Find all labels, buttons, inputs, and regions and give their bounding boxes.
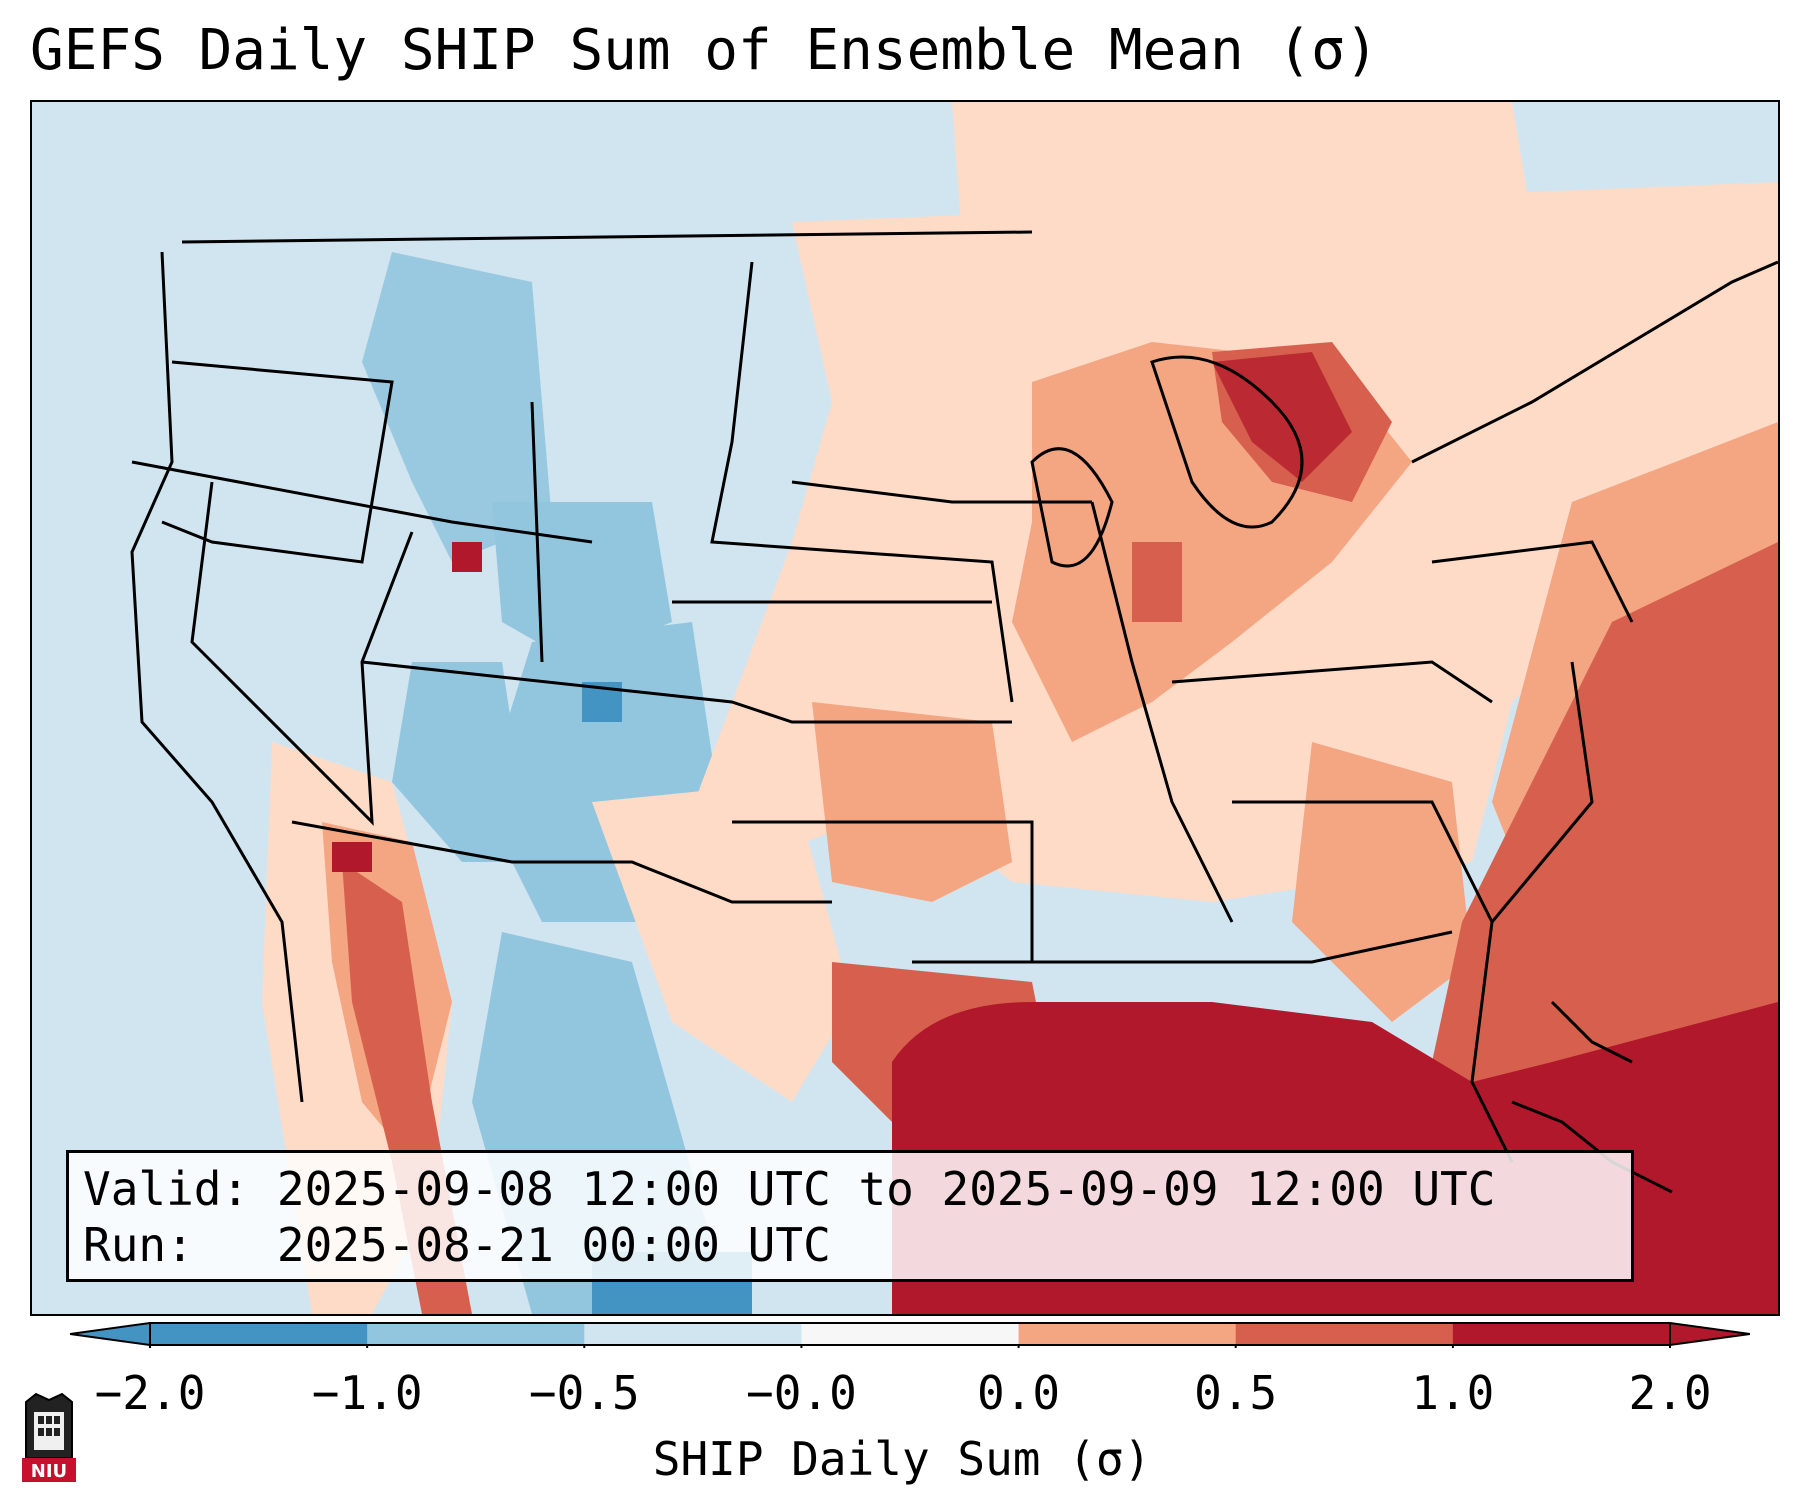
colorbar-segment xyxy=(801,1323,1020,1345)
state-border xyxy=(361,660,1012,724)
field-region xyxy=(582,682,622,722)
gulf-coastline xyxy=(912,930,1453,964)
colorbar-label: SHIP Daily Sum (σ) xyxy=(652,1432,1152,1486)
field-region xyxy=(1132,542,1182,622)
colorbar-tick-label: 0.5 xyxy=(1194,1366,1278,1420)
colorbar-tick-label: −0.0 xyxy=(746,1366,857,1420)
field-region xyxy=(812,702,1012,902)
state-border xyxy=(710,261,1014,703)
field-region xyxy=(392,662,532,862)
colorbar-segment xyxy=(150,1323,368,1345)
colorbar-segment xyxy=(584,1323,802,1345)
field-region xyxy=(952,102,1532,402)
state-border xyxy=(190,481,414,826)
run-label: Run: xyxy=(83,1218,194,1272)
colorbar-tick-label: −0.5 xyxy=(528,1366,640,1420)
boundaries xyxy=(130,230,1778,1194)
valid-run-info: Valid: 2025-09-08 12:00 UTC to 2025-09-0… xyxy=(66,1150,1634,1282)
great-lakes xyxy=(1150,355,1304,529)
state-border xyxy=(161,360,394,564)
state-border xyxy=(131,460,593,544)
colorbar-extend-left xyxy=(70,1322,151,1347)
colorbar-segment xyxy=(1018,1323,1237,1345)
colorbar-segment xyxy=(367,1323,585,1345)
state-border xyxy=(1411,260,1778,464)
colorbar-segments xyxy=(150,1323,1671,1345)
us-canada-border xyxy=(181,230,1033,244)
field-region xyxy=(1212,352,1352,482)
field-region xyxy=(362,252,552,562)
colorbar-extend-right xyxy=(1669,1322,1750,1347)
map-panel xyxy=(30,100,1780,1316)
niu-logo-icon: NIU xyxy=(22,1392,76,1482)
field-region xyxy=(592,782,852,1102)
colorbar-tick-label: −2.0 xyxy=(94,1366,206,1420)
colorbar-tick-label: 0.0 xyxy=(977,1366,1061,1420)
state-border xyxy=(1090,501,1234,923)
valid-value: 2025-09-08 12:00 UTC to 2025-09-09 12:00… xyxy=(276,1162,1496,1216)
valid-label: Valid: xyxy=(83,1162,250,1216)
state-border xyxy=(1232,800,1494,923)
colorbar xyxy=(70,1322,1750,1348)
state-border xyxy=(791,480,1092,504)
colorbar-segment xyxy=(1235,1323,1454,1345)
east-coastline xyxy=(1470,661,1594,1163)
run-value: 2025-08-21 00:00 UTC xyxy=(276,1218,831,1272)
state-border xyxy=(1431,540,1634,623)
great-lakes xyxy=(1030,447,1114,568)
state-border xyxy=(732,820,1034,962)
state-border xyxy=(530,401,544,663)
field-region xyxy=(452,542,482,572)
anomaly-field xyxy=(32,102,1778,1314)
state-border xyxy=(291,820,832,904)
west-coastline xyxy=(130,251,304,1103)
bahamas xyxy=(1550,1000,1633,1064)
cuba xyxy=(1511,1100,1673,1194)
state-border xyxy=(1171,660,1493,704)
colorbar-tick-label: 2.0 xyxy=(1628,1366,1712,1420)
logo-text: NIU xyxy=(31,1461,67,1482)
colorbar-tick-label: −1.0 xyxy=(311,1366,423,1420)
colorbar-tick-label: 1.0 xyxy=(1411,1366,1495,1420)
figure-title: GEFS Daily SHIP Sum of Ensemble Mean (σ) xyxy=(30,18,1379,83)
colorbar-segment xyxy=(1452,1323,1671,1345)
field-region xyxy=(332,842,372,872)
field-region xyxy=(1292,742,1472,1022)
